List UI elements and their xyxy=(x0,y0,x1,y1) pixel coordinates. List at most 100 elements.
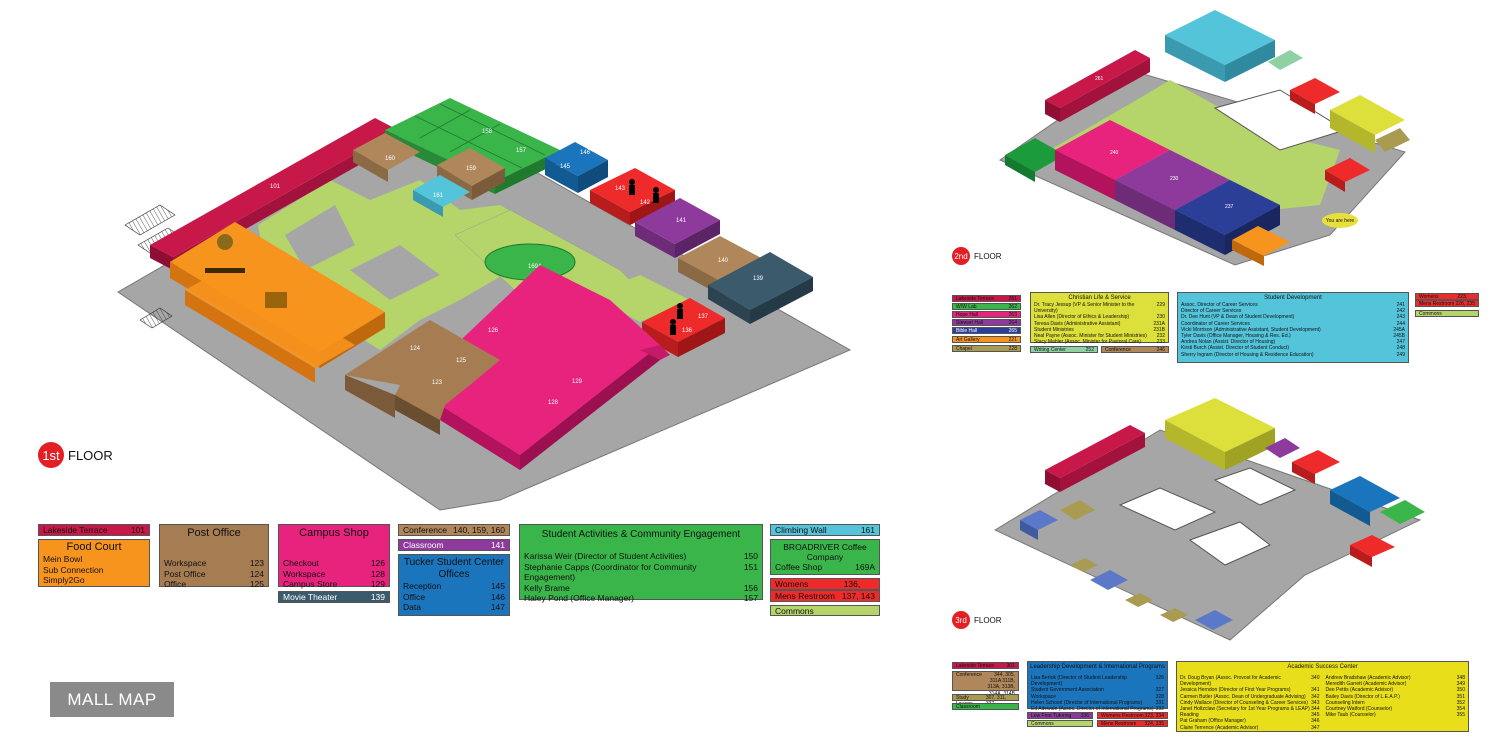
room-label: 101 xyxy=(270,184,281,190)
first-floor-label: 1st FLOOR xyxy=(38,442,113,468)
legend2-womens-restroom: Womens Restroom223, 234 xyxy=(1415,293,1479,306)
room-label: 139 xyxy=(753,276,764,282)
room-label: 158 xyxy=(482,129,493,135)
second-floor-label: 2nd FLOOR xyxy=(952,247,1002,265)
campus-shop-rooms: 129 128 126 xyxy=(440,265,670,470)
floor-number: 2nd xyxy=(952,247,970,265)
legend-food-court: Food Court Mein Bowl Sub Connection Simp… xyxy=(38,539,150,587)
room-label: 169A xyxy=(528,264,542,270)
legend-womens-restroom: Womens Restroom136, 142 xyxy=(770,578,880,600)
grass-southeast xyxy=(590,275,690,322)
legend-row: Campus Store 129 xyxy=(283,579,385,589)
floor-number: 3rd xyxy=(952,611,970,629)
legend-item: Simply2Go xyxy=(43,575,85,585)
legend-title: Campus Shop xyxy=(299,527,369,539)
simply2go-logo-icon xyxy=(265,292,287,308)
legend-row: Kelly Brame 156 xyxy=(524,582,758,593)
food-court-logo-icon xyxy=(217,234,233,250)
legend2-mens-restroom: Mens Restroom 226, 235 xyxy=(1415,300,1479,307)
legend2-item: Chapel 228 xyxy=(952,345,1021,352)
womens-restroom-icon xyxy=(629,179,635,185)
legend2-student-development: Student Development Assoc. Director of C… xyxy=(1177,292,1409,363)
legend-row: Kirsti Burch (Assist. Director of Studen… xyxy=(1181,345,1405,352)
legend-row: Office 146 xyxy=(403,591,505,602)
legend-movie-theater: Movie Theater 139 xyxy=(278,591,390,603)
legend-coffee-company: BROADRIVER Coffee Company Coffee Shop 169… xyxy=(770,539,880,575)
legend-row: Conference 344, 305, 311A 311B, 313A, 313… xyxy=(956,672,1015,697)
legend-row: Teresa Davis (Administrative Assistant) 2… xyxy=(1034,320,1165,327)
legend-title: Post Office xyxy=(187,527,241,539)
legend2-item: W/W Lab 262 xyxy=(952,303,1021,310)
room-label: 126 xyxy=(488,328,499,334)
legend-row: Coffee Shop 169A xyxy=(775,562,875,572)
legend-row: Cindy Wallace (Director of Counseling & … xyxy=(1180,699,1320,706)
legend-row: Assoc. Director of Career Services 241 xyxy=(1181,302,1405,308)
legend-classroom: Classroom 141 xyxy=(398,539,510,551)
legend-row: Bailey Davis (Director of L.E.A.P.) 351 xyxy=(1325,693,1466,700)
room-label: 230 xyxy=(1170,176,1179,182)
room-label: 123 xyxy=(432,380,443,386)
legend-title: Student Activities & Community Engagemen… xyxy=(541,529,741,540)
room-161-climbing-wall: 161 xyxy=(413,175,470,217)
legend-row: Janet Holtzclaw (Secretary for 1st Year … xyxy=(1180,706,1320,713)
legend2-writing-center: Writing Center 252 xyxy=(1030,346,1098,353)
mall-map-button[interactable]: MALL MAP xyxy=(50,682,174,717)
legend-row: Student Ministries 231B xyxy=(1034,326,1165,333)
legend2-item: Stewart Hall 264 xyxy=(952,319,1021,326)
room-label: 261 xyxy=(1095,76,1104,82)
legend3-commons: Commons xyxy=(1027,720,1093,727)
legend3-academic-success-center: Academic Success Center Dr. Doug Bryan (… xyxy=(1176,661,1469,732)
legend-row: Director of Career Services 242 xyxy=(1181,308,1405,315)
legend3-mens-restroom: Mens Restroom 324, 335 xyxy=(1097,720,1168,727)
legend-item: Mein Bowl xyxy=(43,554,83,564)
room-label: 140 xyxy=(718,258,729,264)
legend-row: Workspace 328 xyxy=(1031,693,1164,700)
first-floor-map: 101 151 150 158 157 xyxy=(117,98,852,511)
legend-row: Dr. Tracy Jessup (VP & Senior Minister t… xyxy=(1034,302,1165,315)
room-label: 157 xyxy=(516,148,527,154)
legend-row: Reception 145 xyxy=(403,581,505,591)
room-label: 146 xyxy=(580,150,591,156)
legend-row: Stephanie Capps (Coordinator for Communi… xyxy=(524,561,758,583)
legend-row: Helen Schoorl (Director of International… xyxy=(1031,699,1164,706)
legend-title: Tucker Student Center Offices xyxy=(403,557,505,580)
legend-row: Reading 345 xyxy=(1180,712,1320,719)
legend-item: Sub Connection xyxy=(43,564,104,575)
legend-climbing-wall: Climbing Wall 161 xyxy=(770,524,880,536)
legend-row: Sherry Ingram (Director of Housing & Res… xyxy=(1181,351,1405,358)
legend-row: Jessica Herndon (Director of First Year … xyxy=(1180,687,1320,694)
legend3-womens-restroom: Womens Restroom 323, 334 xyxy=(1097,712,1168,719)
legend3-leadership: Leadership Development & International P… xyxy=(1027,661,1168,713)
room-139-movie-theater: 139 xyxy=(708,252,813,324)
room-label: 237 xyxy=(1225,204,1234,210)
room-label: 151 xyxy=(510,110,521,116)
legend-row: Coordinator of Career Services 244 xyxy=(1181,320,1405,327)
mens-restroom-icon xyxy=(677,303,683,309)
legend-mens-restroom: Mens Restroom 137, 143 xyxy=(770,590,880,602)
legend-campus-shop: Campus Shop Checkout 126 Workspace 128 Cam… xyxy=(278,524,390,589)
legend2-conference: Conference 246 xyxy=(1101,346,1169,353)
legend-row: Workspace 128 xyxy=(283,568,385,579)
legend-row: Stacy Mahler (Assoc. Minister for Pastor… xyxy=(1034,339,1165,346)
post-office-rooms: 124 125 123 xyxy=(345,320,500,435)
legend-row: Student Government Association 327 xyxy=(1031,687,1164,694)
room-label: 137 xyxy=(698,314,709,320)
floor-number: 1st xyxy=(38,442,64,468)
legend-post-office: Post Office Workspace 123 Post Office 124 … xyxy=(159,524,269,589)
room-160-conference: 160 xyxy=(353,133,420,182)
room-label: 161 xyxy=(433,193,444,199)
legend-title: Student Development xyxy=(1264,295,1322,301)
room-label: 136 xyxy=(682,328,693,334)
room-label: 150 xyxy=(533,124,544,130)
legend2-christian-life: Christian Life & Service Dr. Tracy Jessu… xyxy=(1030,292,1169,346)
legend-row: Data 147 xyxy=(403,602,505,612)
legend-row: Ed Adewale (Assoc. Director of Internati… xyxy=(1031,706,1164,713)
legend2-item: Art Gallery 221 xyxy=(952,336,1021,343)
legend-row: Office 125 xyxy=(164,579,264,589)
room-label: 142 xyxy=(640,200,651,206)
legend-tucker-offices: Tucker Student Center Offices Reception 1… xyxy=(398,554,510,616)
womens-restroom-icon xyxy=(670,319,676,325)
legend-row: Lisa Bertok (Director of Student Leaders… xyxy=(1031,675,1164,688)
legend-row: Vicki Morrison (Administrative Assistant… xyxy=(1181,326,1405,333)
